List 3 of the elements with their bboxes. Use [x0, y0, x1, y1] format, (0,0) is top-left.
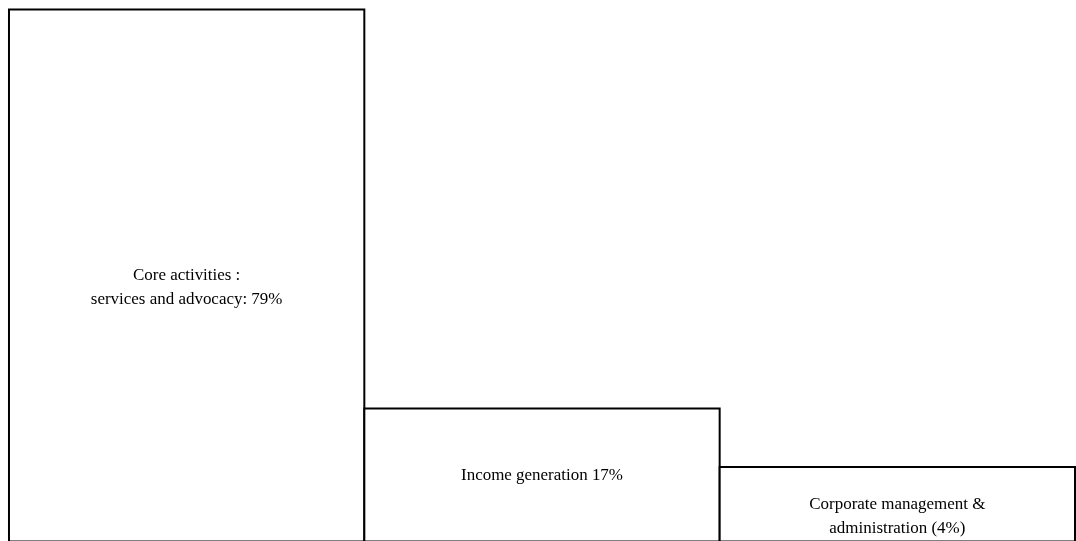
x-tick-label: Income generation 17%	[461, 464, 623, 484]
x-tick-label: Core activities : services and advocacy: 79%	[90, 265, 283, 309]
x-tick-label: Corporate management & administration (4%)	[809, 494, 986, 538]
